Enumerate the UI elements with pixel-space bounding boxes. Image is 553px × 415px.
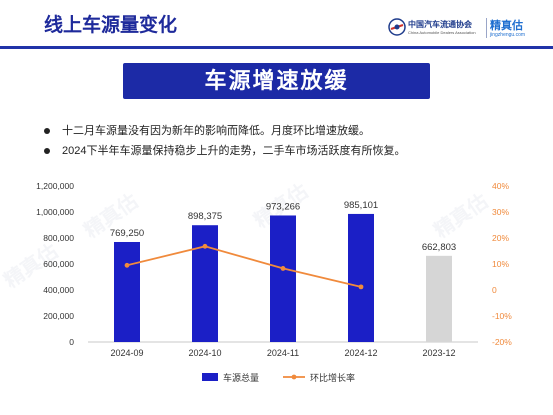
bar-data-label: 973,266 <box>266 201 300 212</box>
bar <box>270 215 296 342</box>
header-bar: 线上车源量变化 中国汽车流通协会 China Automobile Dealer… <box>0 0 553 50</box>
y-right-tick-label: 40% <box>492 181 509 191</box>
bar-data-label: 985,101 <box>344 200 378 211</box>
bullet-text: 2024下半年车源量保持稳步上升的走势，二手车市场活跃度有所恢复。 <box>62 145 406 157</box>
y-left-tick-label: 200,000 <box>43 311 74 321</box>
bar <box>192 225 218 342</box>
page-title: 线上车源量变化 <box>44 15 178 36</box>
headline-text: 车源增速放缓 <box>204 68 349 93</box>
bar <box>426 255 452 342</box>
y-left-tick-label: 1,200,000 <box>36 181 74 191</box>
logo-divider <box>486 18 487 38</box>
bullet-dot-icon <box>44 128 50 134</box>
jingzhengu-name: 精真估 <box>490 20 523 32</box>
growth-rate-point <box>280 266 286 271</box>
bullet-dot-icon <box>44 148 50 154</box>
bullet-list: 十二月车源量没有因为新年的影响而降低。月度环比增速放缓。 2024下半年车源量保… <box>44 124 524 164</box>
y-left-tick-label: 800,000 <box>43 233 74 243</box>
growth-rate-point <box>358 284 364 290</box>
y-left-tick-label: 0 <box>69 337 74 347</box>
x-tick-label: 2023-12 <box>422 348 455 358</box>
bar-data-label: 898,375 <box>188 211 222 222</box>
caam-logo: 中国汽车流通协会 China Automobile Dealers Associ… <box>388 16 483 42</box>
x-tick-label: 2024-12 <box>344 348 377 358</box>
caam-emblem-icon <box>388 18 406 36</box>
y-right-tick-label: -10% <box>492 311 512 321</box>
y-right-tick-label: 30% <box>492 207 509 217</box>
legend-bar-swatch <box>202 373 218 381</box>
y-right-tick-label: 20% <box>492 233 509 243</box>
growth-rate-line <box>126 245 362 288</box>
legend-label: 环比增长率 <box>310 372 355 383</box>
growth-rate-point <box>202 243 208 249</box>
bar <box>348 213 374 342</box>
bar-data-label: 769,250 <box>110 228 144 239</box>
jingzhengu-domain: jingzhengu.com <box>490 32 526 38</box>
growth-rate-point <box>124 262 130 268</box>
bar-data-label: 662,803 <box>422 242 456 253</box>
bullet-item: 2024下半年车源量保持稳步上升的走势，二手车市场活跃度有所恢复。 <box>44 144 524 164</box>
x-tick-label: 2024-10 <box>188 348 221 358</box>
bullet-text: 十二月车源量没有因为新年的影响而降低。月度环比增速放缓。 <box>62 125 370 137</box>
y-right-tick-label: 10% <box>492 259 509 269</box>
bullet-item: 十二月车源量没有因为新年的影响而降低。月度环比增速放缓。 <box>44 124 524 144</box>
header-rule <box>0 46 553 49</box>
legend-line-marker <box>291 374 297 380</box>
jingzhengu-logo: 精真估 jingzhengu.com <box>490 16 550 42</box>
y-left-tick-label: 1,000,000 <box>36 207 74 217</box>
caam-name: 中国汽车流通协会 <box>408 20 472 29</box>
y-left-tick-label: 600,000 <box>43 259 74 269</box>
bar <box>114 241 140 342</box>
y-right-tick-label: 0 <box>492 285 497 295</box>
caam-name-en: China Automobile Dealers Association <box>408 30 476 35</box>
y-left-tick-label: 400,000 <box>43 285 74 295</box>
headline-banner: 车源增速放缓 <box>123 63 430 99</box>
legend-label: 车源总量 <box>223 372 259 383</box>
y-right-tick-label: -20% <box>492 337 512 347</box>
x-tick-label: 2024-09 <box>110 348 143 358</box>
x-tick-label: 2024-11 <box>267 348 299 358</box>
